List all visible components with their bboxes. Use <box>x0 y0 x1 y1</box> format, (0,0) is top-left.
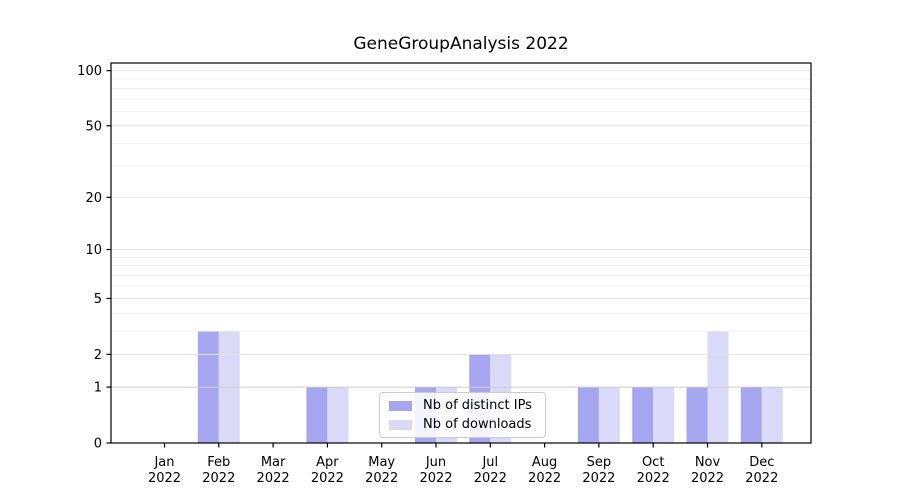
legend-swatch-downloads <box>389 419 412 430</box>
bar-segment <box>577 387 599 443</box>
x-tick-label-month: Apr <box>316 455 339 470</box>
legend-item-distinct-ips: Nb of distinct IPs <box>389 398 536 413</box>
x-tick-label-year: 2022 <box>582 471 615 486</box>
legend-label-distinct-ips: Nb of distinct IPs <box>423 398 532 413</box>
x-tick-label-month: Nov <box>695 455 721 470</box>
bar-segment <box>761 387 783 443</box>
legend-item-downloads: Nb of downloads <box>389 417 536 432</box>
y-tick-label: 5 <box>94 292 102 307</box>
legend-label-downloads: Nb of downloads <box>423 417 532 432</box>
x-tick-label-year: 2022 <box>474 471 507 486</box>
x-tick-label-year: 2022 <box>528 471 561 486</box>
x-tick-label-month: Mar <box>261 455 286 470</box>
bar-segment <box>306 387 328 443</box>
y-tick-label: 10 <box>85 243 102 258</box>
x-tick-label-month: Dec <box>749 455 774 470</box>
y-tick-label: 0 <box>94 437 102 452</box>
y-tick-label: 100 <box>77 64 102 79</box>
x-tick-label-month: Feb <box>207 455 230 470</box>
x-tick-label-year: 2022 <box>365 471 398 486</box>
x-tick-label-month: May <box>368 455 395 470</box>
bar-segment <box>598 387 620 443</box>
bar-segment <box>686 387 708 443</box>
plot-frame <box>110 62 812 444</box>
x-tick-label-month: Jan <box>153 455 174 470</box>
x-tick-label-year: 2022 <box>311 471 344 486</box>
x-tick-label-month: Jul <box>481 455 498 470</box>
legend: Nb of distinct IPs Nb of downloads <box>379 392 546 438</box>
x-tick-label-year: 2022 <box>419 471 452 486</box>
x-tick-label-month: Aug <box>532 455 557 470</box>
x-tick-label-year: 2022 <box>202 471 235 486</box>
x-tick-label-year: 2022 <box>637 471 670 486</box>
x-tick-label-year: 2022 <box>257 471 290 486</box>
bar-segment <box>740 387 762 443</box>
y-tick-label: 20 <box>85 191 102 206</box>
x-tick-label-year: 2022 <box>691 471 724 486</box>
y-tick-label: 1 <box>94 381 102 396</box>
chart-title: GeneGroupAnalysis 2022 <box>353 34 569 54</box>
bar-segment <box>632 387 654 443</box>
x-tick-label-month: Oct <box>642 455 664 470</box>
x-tick-label-year: 2022 <box>745 471 778 486</box>
y-tick-label: 2 <box>94 348 102 363</box>
x-tick-label-month: Jun <box>425 455 446 470</box>
y-tick-label: 50 <box>85 119 102 134</box>
bar-segment <box>327 387 349 443</box>
x-tick-label-month: Sep <box>587 455 612 470</box>
x-tick-label-year: 2022 <box>148 471 181 486</box>
legend-swatch-distinct-ips <box>389 400 412 411</box>
bar-segment <box>653 387 675 443</box>
